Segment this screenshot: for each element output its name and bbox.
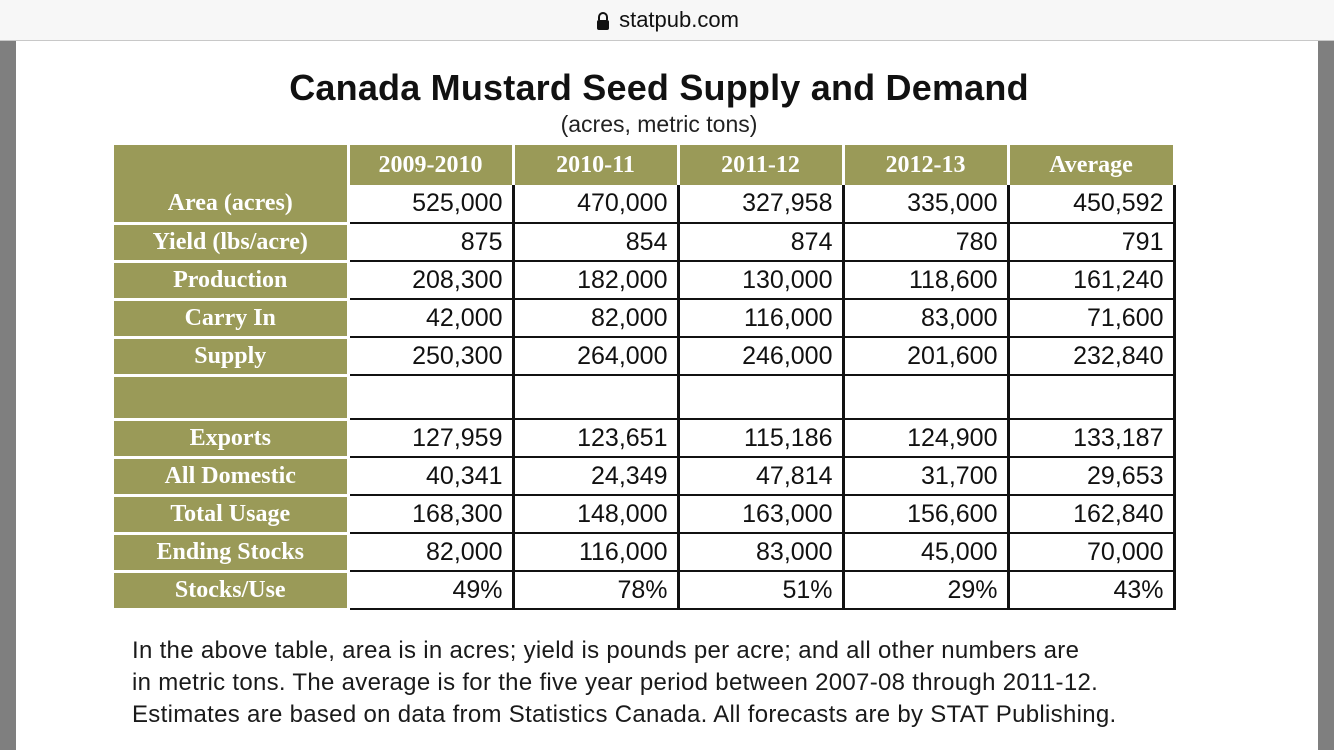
table-cell [513,375,680,420]
table-cell: 208,300 [348,261,515,300]
table-cell: 201,600 [843,337,1010,376]
table-cell: 791 [1008,223,1176,262]
table-cell: 232,840 [1008,337,1176,376]
table-header-row: 2009-2010 2010-11 2011-12 2012-13 Averag… [114,145,1176,185]
table-row: Stocks/Use 49% 78% 51% 29% 43% [114,571,1176,611]
table-cell: 82,000 [348,533,515,572]
table-cell: 133,187 [1008,419,1176,458]
column-header: 2011-12 [678,145,845,185]
page-content: Canada Mustard Seed Supply and Demand (a… [16,41,1318,750]
table-cell [348,375,515,420]
page-subtitle: (acres, metric tons) [560,111,758,137]
table-row: Total Usage 168,300 148,000 163,000 156,600 1… [114,495,1176,535]
row-header: Yield (lbs/acre) [114,223,350,263]
row-header [114,375,350,421]
supply-demand-table: 2009-2010 2010-11 2011-12 2012-13 Averag… [114,145,1176,611]
row-header: Stocks/Use [114,571,350,611]
table-cell: 71,600 [1008,299,1176,338]
table-cell: 525,000 [348,185,515,224]
table-cell: 327,958 [678,185,845,224]
table-cell: 874 [678,223,845,262]
table-cell: 250,300 [348,337,515,376]
table-cell: 470,000 [513,185,680,224]
table-cell: 40,341 [348,457,515,496]
table-cell: 182,000 [513,261,680,300]
table-row: Area (acres) 525,000 470,000 327,958 335,000… [114,185,1176,225]
table-corner-cell [114,145,350,185]
table-cell: 115,186 [678,419,845,458]
table-row: Supply 250,300 264,000 246,000 201,600 232,84… [114,337,1176,377]
footnote-line: In the above table, area is in acres; yi… [132,637,1080,664]
column-header: 2012-13 [843,145,1010,185]
table-cell [678,375,845,420]
column-header: 2010-11 [513,145,680,185]
table-cell: 78% [513,571,680,610]
table-cell [843,375,1010,420]
table-cell: 162,840 [1008,495,1176,534]
table-row: All Domestic 40,341 24,349 47,814 31,700 29,6… [114,457,1176,497]
table-row: Yield (lbs/acre) 875 854 874 780 791 [114,223,1176,263]
row-header: Ending Stocks [114,533,350,573]
row-header: Production [114,261,350,301]
table-cell: 130,000 [678,261,845,300]
table-cell: 168,300 [348,495,515,534]
row-header: Area (acres) [114,185,350,225]
table-spacer-row [114,375,1176,421]
table-cell: 875 [348,223,515,262]
table-cell: 116,000 [678,299,845,338]
table-cell: 124,900 [843,419,1010,458]
row-header: Carry In [114,299,350,339]
table-cell: 43% [1008,571,1176,610]
table-cell: 163,000 [678,495,845,534]
table-row: Carry In 42,000 82,000 116,000 83,000 71,600 [114,299,1176,339]
table-cell: 45,000 [843,533,1010,572]
table-cell: 83,000 [843,299,1010,338]
url-text: statpub.com [619,7,739,32]
column-header: Average [1008,145,1176,185]
table-row: Exports 127,959 123,651 115,186 124,900 133,1… [114,419,1176,459]
row-header: Exports [114,419,350,459]
table-cell: 42,000 [348,299,515,338]
table-cell: 24,349 [513,457,680,496]
table-cell: 29,653 [1008,457,1176,496]
table-cell: 118,600 [843,261,1010,300]
table-cell: 31,700 [843,457,1010,496]
table-cell: 246,000 [678,337,845,376]
table-cell: 854 [513,223,680,262]
table-cell: 161,240 [1008,261,1176,300]
row-header: Total Usage [114,495,350,535]
table-cell: 264,000 [513,337,680,376]
table-cell: 450,592 [1008,185,1176,224]
table-cell: 51% [678,571,845,610]
footnote-line: in metric tons. The average is for the f… [132,669,1099,696]
table-cell: 29% [843,571,1010,610]
row-header: Supply [114,337,350,377]
page-title: Canada Mustard Seed Supply and Demand [289,67,1029,108]
table-cell: 83,000 [678,533,845,572]
table-cell: 148,000 [513,495,680,534]
table-cell: 156,600 [843,495,1010,534]
table-cell: 70,000 [1008,533,1176,572]
table-cell: 780 [843,223,1010,262]
table-footnote: In the above table, area is in acres; yi… [132,635,1192,731]
footnote-line: Estimates are based on data from Statist… [132,701,1117,728]
table-cell: 49% [348,571,515,610]
row-header: All Domestic [114,457,350,497]
address-bar[interactable]: statpub.com [0,0,1334,41]
table-cell [1008,375,1176,420]
table-cell: 127,959 [348,419,515,458]
table-row: Ending Stocks 82,000 116,000 83,000 45,000 70… [114,533,1176,573]
table-cell: 123,651 [513,419,680,458]
table-cell: 47,814 [678,457,845,496]
table-row: Production 208,300 182,000 130,000 118,600 16… [114,261,1176,301]
table-cell: 335,000 [843,185,1010,224]
table-cell: 82,000 [513,299,680,338]
table-cell: 116,000 [513,533,680,572]
column-header: 2009-2010 [348,145,515,185]
lock-icon [597,12,610,30]
